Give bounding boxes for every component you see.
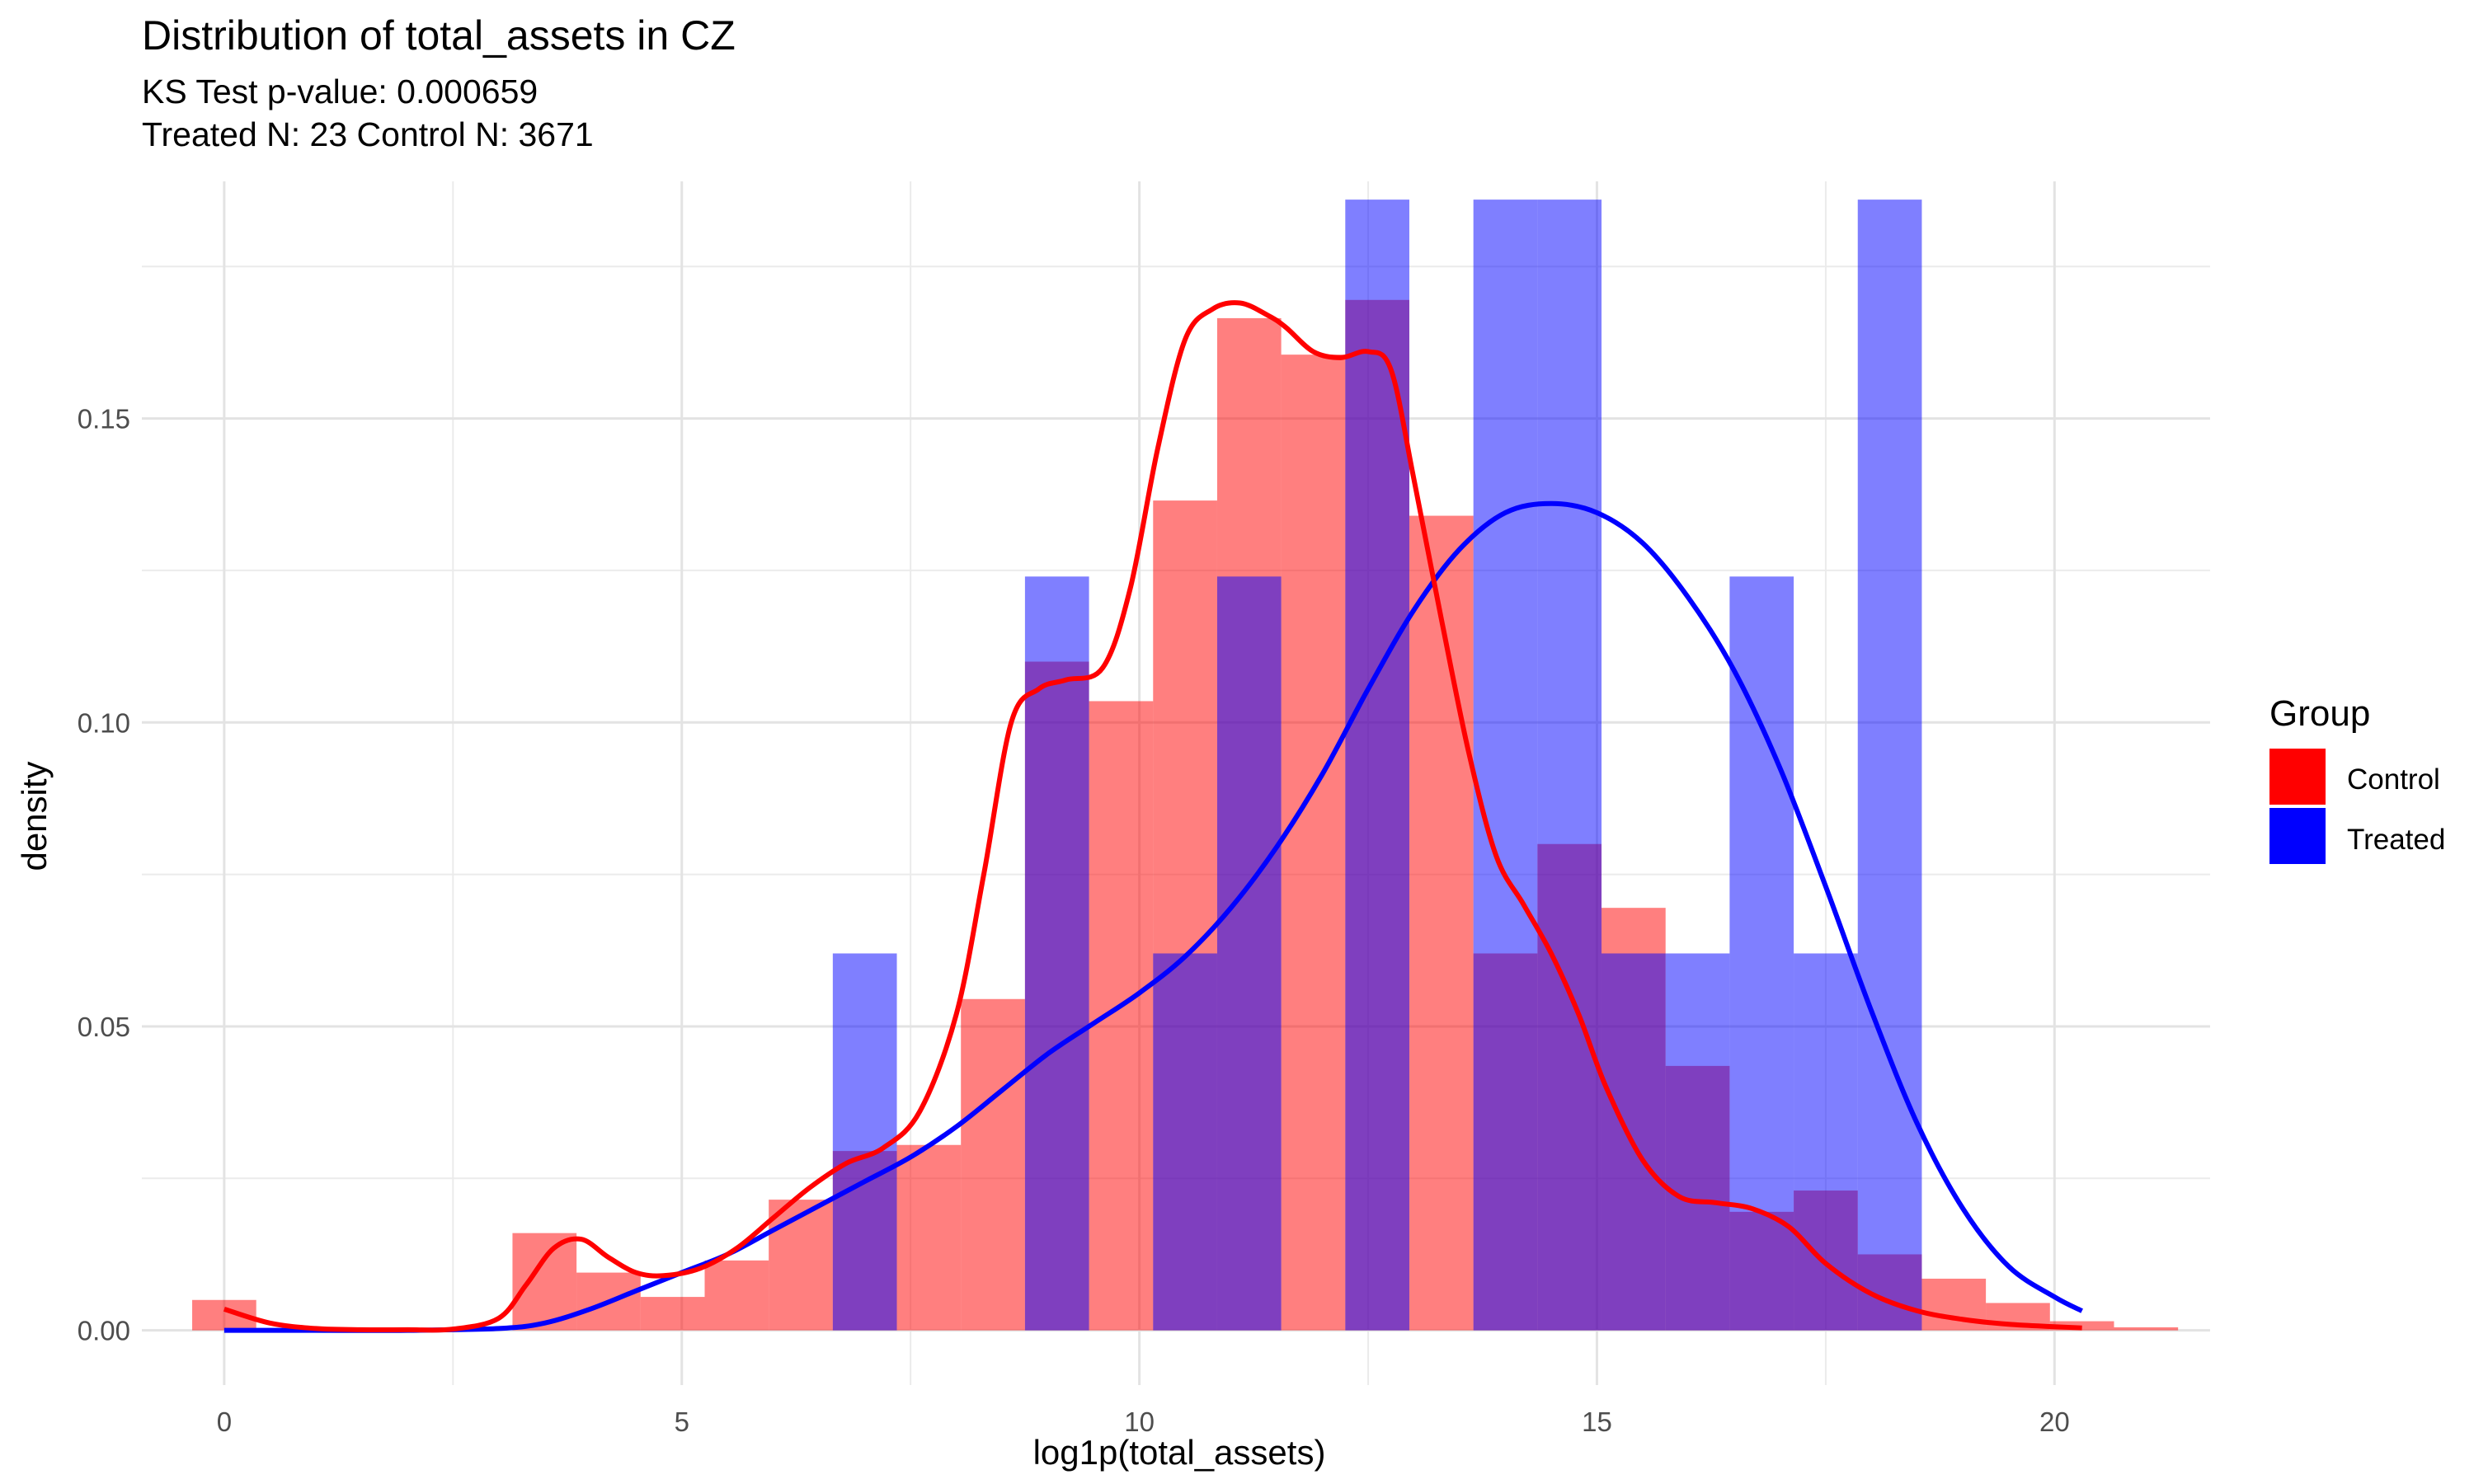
chart-subtitle-counts: Treated N: 23 Control N: 3671: [142, 115, 594, 153]
legend-label-treated: Treated: [2347, 824, 2445, 856]
y-tick-label: 0.15: [78, 404, 130, 434]
treated-bar: [832, 953, 897, 1331]
x-axis-ticks: 0 5 10 15 20: [217, 1407, 2070, 1437]
treated-histogram: [832, 200, 1922, 1331]
treated-bar: [1024, 576, 1089, 1331]
treated-bar: [1857, 200, 1922, 1331]
y-tick-label: 0.10: [78, 707, 130, 738]
treated-bar: [1729, 576, 1794, 1331]
treated-bar: [1153, 953, 1217, 1331]
control-bar: [769, 1200, 833, 1331]
control-bar: [896, 1144, 962, 1331]
x-tick-label: 0: [217, 1407, 232, 1437]
treated-density-line: [223, 500, 2084, 1333]
legend: Group Control Treated: [2269, 693, 2445, 864]
chart-title: Distribution of total_assets in CZ: [142, 12, 736, 59]
x-tick-label: 5: [675, 1407, 689, 1437]
chart-subtitle-ks: KS Test p-value: 0.000659: [142, 73, 539, 110]
y-axis-ticks: 0.00 0.05 0.10 0.15: [78, 404, 130, 1346]
x-axis-label: log1p(total_assets): [1033, 1433, 1326, 1472]
y-tick-label: 0.05: [78, 1012, 130, 1042]
legend-title: Group: [2269, 693, 2370, 734]
treated-bar: [1473, 200, 1538, 1331]
density-lines: [223, 300, 2084, 1333]
treated-bar: [1537, 200, 1602, 1331]
treated-bar: [1345, 200, 1409, 1331]
control-bar: [2114, 1327, 2179, 1331]
control-bar: [640, 1297, 705, 1331]
control-bar: [1409, 515, 1474, 1331]
treated-bar: [1665, 953, 1730, 1331]
treated-bar: [1216, 576, 1282, 1331]
control-bar: [961, 998, 1025, 1331]
control-bar: [1089, 701, 1154, 1331]
y-tick-label: 0.00: [78, 1316, 130, 1346]
control-bar: [1281, 355, 1346, 1331]
control-bar: [512, 1233, 577, 1331]
x-tick-label: 15: [1582, 1407, 1612, 1437]
legend-key-treated: [2269, 808, 2326, 864]
legend-label-control: Control: [2347, 763, 2440, 796]
control-density-line: [223, 300, 2082, 1333]
control-bar: [704, 1260, 769, 1331]
legend-key-control: [2269, 749, 2326, 805]
x-tick-label: 20: [2039, 1407, 2070, 1437]
x-tick-label: 10: [1124, 1407, 1155, 1437]
treated-bar: [1794, 953, 1858, 1331]
y-axis-label: density: [15, 761, 54, 871]
